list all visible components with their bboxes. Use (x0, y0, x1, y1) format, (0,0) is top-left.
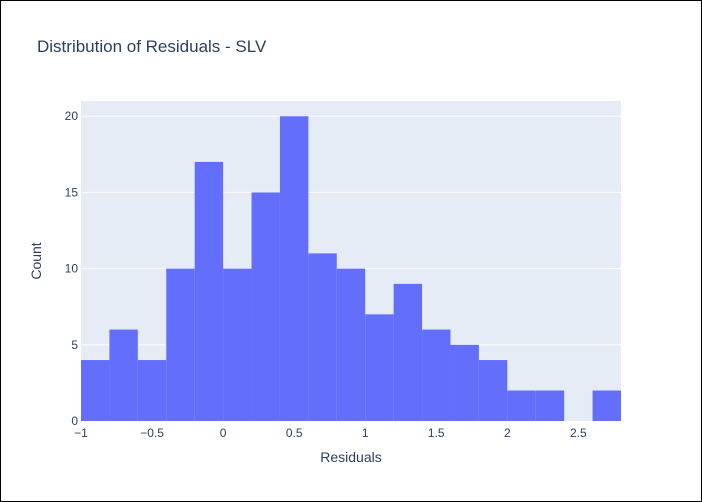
histogram-bar (109, 329, 138, 421)
x-tick-label: 2 (504, 426, 511, 440)
histogram-bar (137, 360, 167, 421)
y-tick-label: 10 (65, 262, 79, 276)
histogram-bar (422, 329, 451, 421)
x-tick-label: 1.5 (428, 426, 445, 440)
histogram-bar (308, 253, 337, 421)
histogram-bar (81, 360, 110, 421)
x-tick-label: 2.5 (570, 426, 587, 440)
histogram-bar (336, 268, 366, 421)
histogram-bar (592, 390, 621, 421)
x-tick-label: 1 (362, 426, 369, 440)
histogram-bar (507, 390, 536, 421)
x-axis-ticks: −1 −0.5 0 0.5 1 1.5 2 2.5 (74, 426, 587, 440)
chart-title: Distribution of Residuals - SLV (37, 37, 267, 56)
x-tick-label: 0.5 (286, 426, 303, 440)
histogram-bar (535, 390, 565, 421)
histogram-bar (478, 360, 508, 421)
x-axis-title: Residuals (320, 449, 381, 465)
x-tick-label: 0 (220, 426, 227, 440)
histogram-bar (279, 116, 309, 421)
histogram-bar (194, 161, 224, 421)
x-tick-label: −0.5 (140, 426, 164, 440)
histogram-bar (365, 314, 394, 421)
y-tick-label: 20 (65, 109, 79, 123)
histogram-bar (223, 268, 252, 421)
y-tick-label: 5 (71, 338, 78, 352)
histogram-bars (81, 116, 621, 421)
histogram-bar (450, 344, 479, 421)
y-tick-label: 15 (65, 185, 79, 199)
y-axis-ticks: 0 5 10 15 20 (65, 109, 79, 428)
histogram-bar (251, 192, 280, 421)
histogram-bar (166, 268, 195, 421)
histogram-bar (393, 283, 423, 421)
x-tick-label: −1 (74, 426, 88, 440)
y-axis-title: Count (28, 242, 44, 279)
y-tick-label: 0 (71, 414, 78, 428)
